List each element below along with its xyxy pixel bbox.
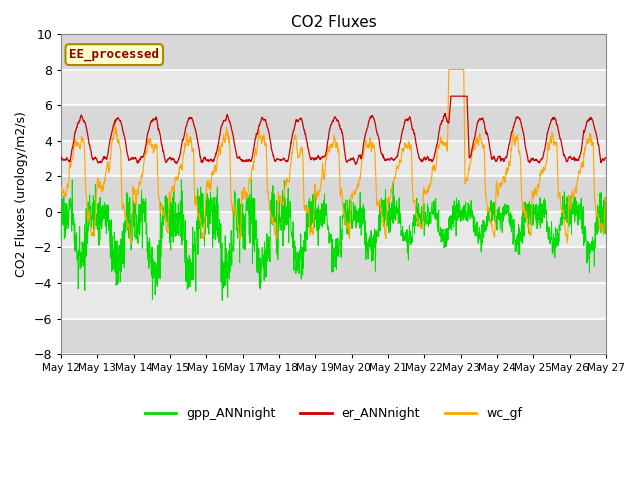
Title: CO2 Fluxes: CO2 Fluxes [291,15,376,30]
Bar [61,176,606,212]
Legend: gpp_ANNnight, er_ANNnight, wc_gf: gpp_ANNnight, er_ANNnight, wc_gf [140,402,527,425]
Bar [61,34,606,70]
Text: EE_processed: EE_processed [69,48,159,61]
Bar [61,319,606,354]
Bar [61,283,606,319]
Bar [61,105,606,141]
Bar [61,141,606,176]
Y-axis label: CO2 Fluxes (urology/m2/s): CO2 Fluxes (urology/m2/s) [15,111,28,277]
Bar [61,70,606,105]
Bar [61,247,606,283]
Bar [61,212,606,247]
